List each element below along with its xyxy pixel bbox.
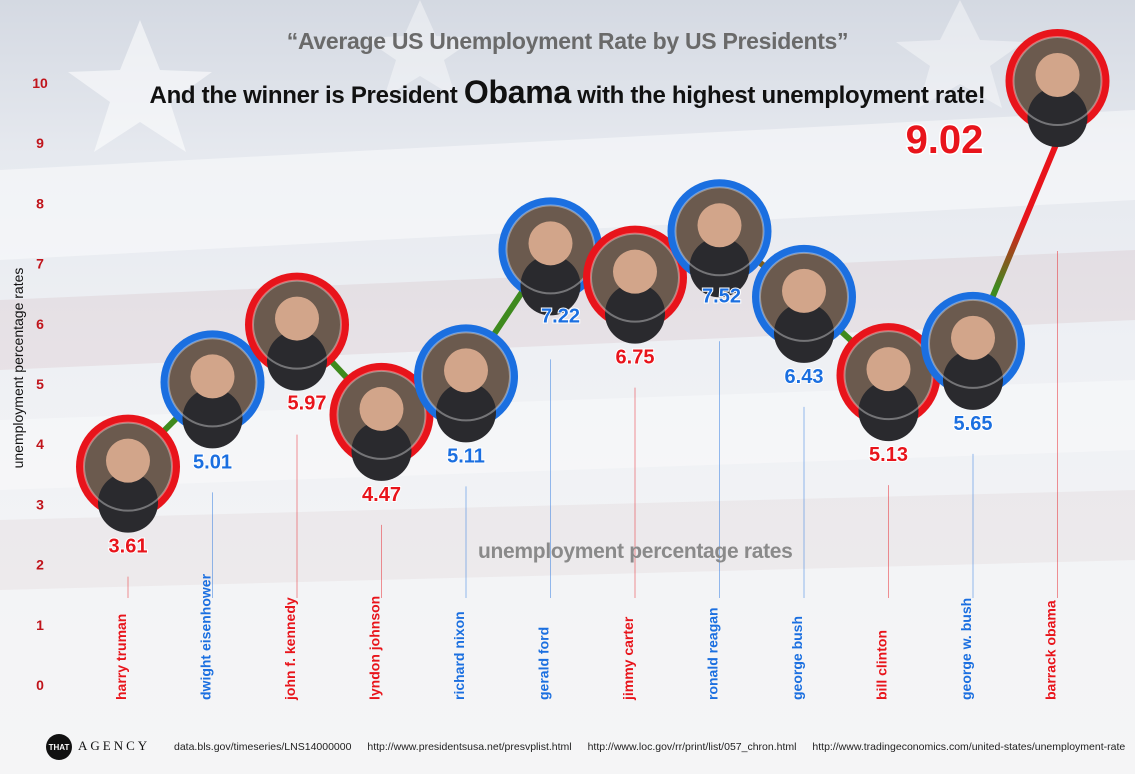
agency-logo: AGENCY — [78, 738, 151, 753]
portrait-face — [697, 203, 742, 248]
value-label: 5.65 — [954, 413, 993, 435]
portrait-face — [106, 438, 150, 483]
that-logo: THAT — [46, 734, 72, 760]
portrait-suit — [774, 302, 834, 363]
portrait-face — [951, 315, 995, 360]
portrait-suit — [98, 472, 158, 533]
portrait-suit — [689, 237, 750, 298]
data-point — [1005, 28, 1110, 147]
source-link[interactable]: http://www.loc.gov/rr/print/list/057_chr… — [587, 741, 797, 753]
source-link[interactable]: http://www.tradingeconomics.com/united-s… — [812, 741, 1126, 753]
category-label: john f. kennedy — [282, 597, 298, 701]
source-link[interactable]: data.bls.gov/timeseries/LNS14000000 — [174, 741, 352, 753]
y-tick-label: 1 — [36, 617, 44, 633]
portrait-face — [190, 354, 235, 399]
value-label: 5.97 — [288, 393, 327, 415]
category-label: richard nixon — [451, 611, 467, 700]
source-link[interactable]: http://www.presidentsusa.net/presvplist.… — [367, 741, 572, 753]
y-tick-label: 5 — [36, 376, 44, 392]
portrait-suit — [436, 382, 496, 443]
value-label: 9.02 — [906, 118, 984, 162]
category-label: jimmy carter — [620, 616, 636, 701]
y-tick-label: 0 — [36, 677, 44, 693]
category-label: dwight eisenhower — [198, 573, 214, 700]
category-label: gerald ford — [536, 627, 552, 700]
chart-watermark-label: unemployment percentage rates — [478, 540, 793, 563]
portrait-shine — [252, 279, 342, 370]
value-label: 7.52 — [702, 285, 741, 307]
value-label: 5.01 — [193, 451, 232, 473]
portrait-suit — [267, 330, 327, 391]
y-tick-label: 10 — [32, 75, 48, 91]
category-label: bill clinton — [874, 630, 890, 700]
y-tick-label: 2 — [36, 557, 44, 573]
portrait-face — [613, 249, 657, 294]
portrait-suit — [858, 381, 919, 442]
portrait-face — [275, 296, 319, 341]
data-point — [667, 179, 772, 298]
headline-emphasis: Obama — [463, 74, 571, 110]
value-label: 5.11 — [447, 445, 485, 467]
value-label: 5.13 — [869, 444, 908, 466]
portrait-shine — [336, 369, 427, 460]
sources: data.bls.gov/timeseries/LNS14000000 http… — [174, 741, 1135, 753]
portrait-shine — [421, 331, 511, 422]
category-label: lyndon johnson — [367, 596, 383, 700]
value-label: 3.61 — [109, 536, 148, 558]
data-point — [836, 323, 941, 442]
y-tick-label: 8 — [36, 195, 44, 211]
category-label: george w. bush — [958, 598, 974, 700]
category-label: barrack obama — [1043, 600, 1059, 700]
portrait-shine — [674, 186, 765, 277]
footer: THAT AGENCY data.bls.gov/timeseries/LNS1… — [0, 730, 1135, 762]
data-point — [921, 291, 1025, 410]
chart-title: “Average US Unemployment Rate by US Pres… — [286, 28, 849, 54]
portrait-face — [444, 348, 488, 393]
portrait-shine — [590, 232, 680, 323]
data-point — [76, 414, 180, 533]
value-label: 6.43 — [785, 366, 824, 388]
y-axis-label: unemployment percentage rates — [10, 267, 26, 469]
portrait-suit — [520, 255, 581, 316]
data-point — [329, 362, 434, 481]
portrait-face — [528, 221, 573, 266]
portrait-shine — [83, 421, 173, 512]
data-point — [245, 272, 349, 391]
portrait-face — [866, 347, 911, 392]
portrait-suit — [1027, 86, 1088, 147]
data-point — [160, 330, 265, 449]
category-label: george bush — [789, 616, 805, 700]
category-label: ronald reagan — [705, 607, 721, 700]
y-tick-label: 9 — [36, 135, 44, 151]
data-point — [498, 197, 603, 316]
chart-headline: And the winner is President Obama with t… — [0, 74, 1135, 111]
portrait-face — [359, 386, 404, 431]
category-label: harry truman — [113, 614, 129, 700]
portrait-suit — [351, 420, 412, 481]
y-tick-label: 4 — [36, 436, 44, 452]
data-point — [414, 324, 518, 443]
value-label: 7.22 — [541, 305, 580, 327]
portrait-shine — [759, 251, 849, 342]
value-label: 6.75 — [616, 347, 655, 369]
portrait-suit — [182, 388, 243, 449]
portrait-shine — [1012, 35, 1103, 126]
portrait-suit — [605, 283, 665, 344]
y-tick-label: 6 — [36, 316, 44, 332]
portrait-face — [782, 268, 826, 313]
portrait-shine — [167, 337, 258, 428]
value-label: 4.47 — [362, 484, 401, 506]
y-tick-label: 7 — [36, 256, 44, 272]
portrait-suit — [943, 349, 1003, 410]
portrait-face — [1035, 52, 1080, 97]
data-point — [583, 225, 687, 344]
headline-after: with the highest unemployment rate! — [577, 82, 986, 109]
data-point — [752, 244, 856, 363]
portrait-shine — [928, 298, 1018, 389]
headline-before: And the winner is President — [149, 82, 458, 109]
y-tick-label: 3 — [36, 496, 44, 512]
